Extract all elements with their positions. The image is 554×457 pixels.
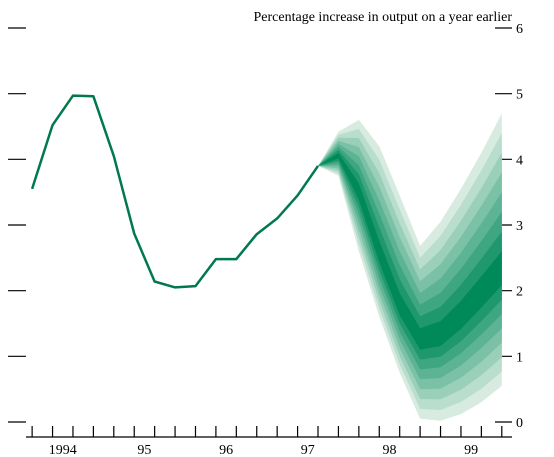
x-tick-label-96: 96 bbox=[219, 443, 233, 457]
x-axis: 1994 95 96 97 98 99 bbox=[26, 426, 512, 457]
x-tick-label-97: 97 bbox=[301, 443, 315, 457]
y-tick-label-3: 3 bbox=[516, 219, 523, 234]
y-tick-label-0: 0 bbox=[516, 416, 523, 431]
x-tick-label-95: 95 bbox=[137, 443, 151, 457]
y-tick-label-6: 6 bbox=[516, 22, 523, 37]
output-growth-line bbox=[30, 94, 320, 289]
y-tick-label-2: 2 bbox=[516, 285, 523, 300]
x-tick-label-98: 98 bbox=[382, 443, 396, 457]
fan-band-8 bbox=[318, 153, 502, 350]
forecast-fan bbox=[318, 113, 502, 421]
y-axis-title: Percentage increase in output on a year … bbox=[254, 10, 513, 25]
x-tick-label-1994: 1994 bbox=[49, 443, 77, 457]
x-tick-label-99: 99 bbox=[464, 443, 478, 457]
y-tick-label-4: 4 bbox=[516, 153, 523, 168]
y-tick-label-1: 1 bbox=[516, 350, 523, 365]
left-y-ticks bbox=[8, 27, 26, 423]
y-tick-label-5: 5 bbox=[516, 88, 523, 103]
